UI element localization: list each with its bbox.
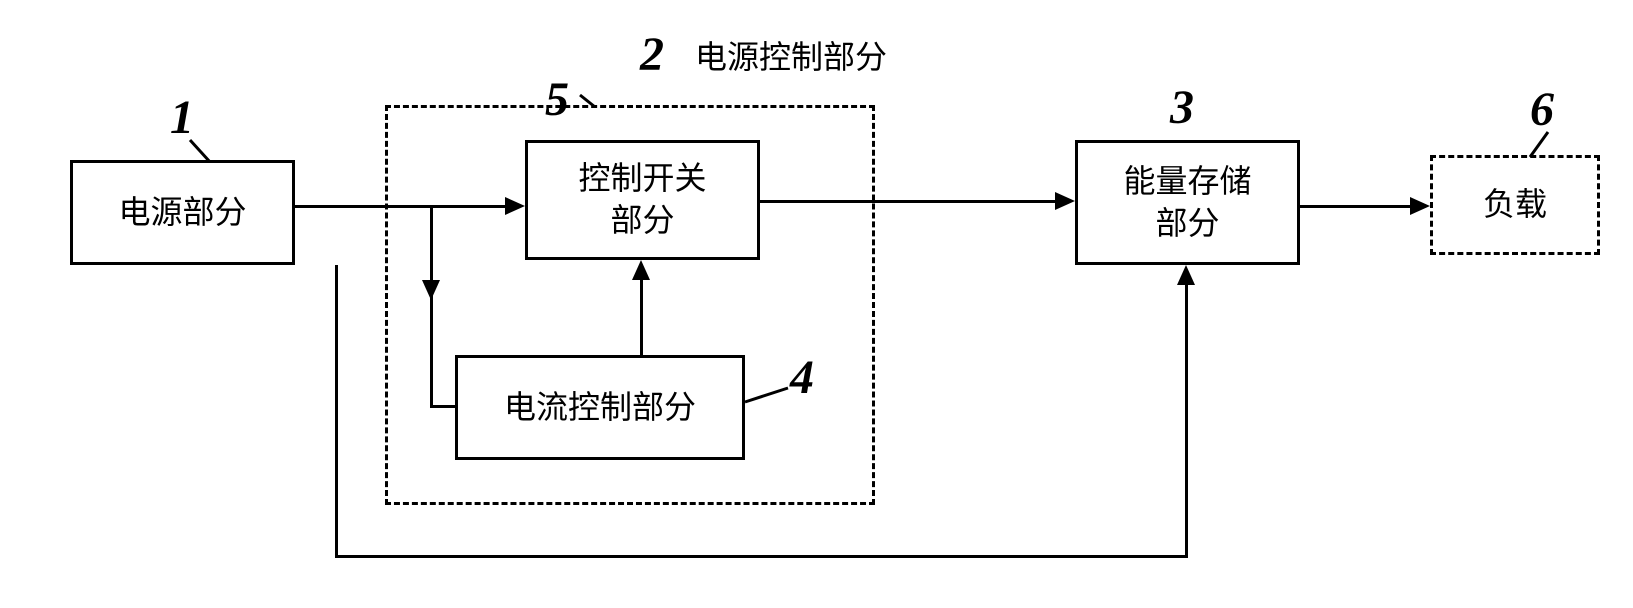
edge-1-5 bbox=[295, 205, 507, 208]
edge-4-5 bbox=[640, 278, 643, 355]
num-label-2: 2 bbox=[640, 27, 664, 82]
edge-fb-bot-h bbox=[335, 555, 1188, 558]
block-power-source: 电源部分 bbox=[70, 160, 295, 265]
edge-1-4-h bbox=[430, 405, 455, 408]
block-label: 电流控制部分 bbox=[504, 387, 696, 429]
diagram-canvas: 电源部分 控制开关 部分 电流控制部分 能量存储 部分 负载 1 2 5 4 3… bbox=[0, 0, 1633, 608]
arrow-5-3 bbox=[1055, 192, 1075, 210]
arrow-fb bbox=[1177, 265, 1195, 285]
arrow-1-5 bbox=[505, 197, 525, 215]
num-label-6: 6 bbox=[1530, 82, 1554, 137]
num-label-3: 3 bbox=[1170, 80, 1194, 135]
container-label: 电源控制部分 bbox=[695, 32, 887, 78]
arrow-branch-down bbox=[422, 280, 440, 300]
num-label-1: 1 bbox=[170, 90, 194, 145]
block-label: 电源部分 bbox=[118, 192, 246, 234]
block-label: 负载 bbox=[1483, 184, 1547, 226]
edge-3-6 bbox=[1300, 205, 1412, 208]
num-label-4: 4 bbox=[790, 350, 814, 405]
edge-fb-right-v bbox=[1185, 283, 1188, 558]
block-load: 负载 bbox=[1430, 155, 1600, 255]
edge-1-4-v bbox=[430, 205, 433, 405]
block-current-control: 电流控制部分 bbox=[455, 355, 745, 460]
edge-5-3 bbox=[760, 200, 1057, 203]
arrow-4-5 bbox=[632, 260, 650, 280]
block-energy-storage: 能量存储 部分 bbox=[1075, 140, 1300, 265]
edge-fb-left-v bbox=[335, 265, 338, 555]
block-control-switch: 控制开关 部分 bbox=[525, 140, 760, 260]
block-label: 能量存储 部分 bbox=[1123, 161, 1251, 244]
block-label: 控制开关 部分 bbox=[578, 158, 706, 241]
num-label-5: 5 bbox=[545, 72, 569, 127]
arrow-3-6 bbox=[1410, 197, 1430, 215]
